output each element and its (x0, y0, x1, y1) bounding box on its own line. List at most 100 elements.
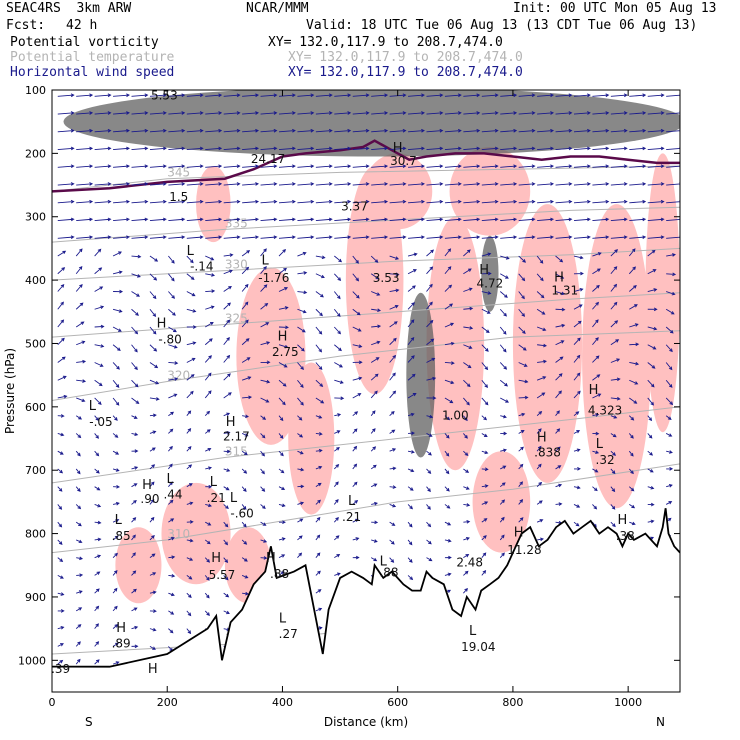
wind-arrow (241, 376, 252, 381)
wind-arrow (205, 235, 223, 240)
wind-arrow (370, 464, 377, 470)
terrain-line (52, 508, 680, 668)
wind-arrow (223, 392, 232, 399)
pv-positive-region (472, 451, 531, 553)
wind-arrow (112, 587, 118, 594)
wind-arrow (499, 308, 507, 317)
wind-arrow (629, 361, 640, 366)
wind-arrow (629, 199, 647, 204)
wind-arrow (628, 248, 636, 257)
wind-arrow (334, 255, 343, 263)
wind-arrow (334, 362, 343, 368)
wind-arrow (573, 128, 591, 133)
wind-arrow (555, 465, 562, 470)
pv-positive-region (236, 267, 306, 445)
wind-arrow (555, 307, 566, 312)
wind-arrow (555, 428, 561, 434)
wind-arrow (444, 248, 452, 257)
wind-arrow (278, 554, 286, 559)
wind-arrow (463, 93, 481, 98)
wind-arrow (315, 308, 323, 317)
wind-arrow (242, 199, 260, 204)
wind-arrow (333, 308, 341, 317)
wind-arrow (241, 250, 251, 257)
wind-arrow (629, 235, 647, 240)
y-tick-label: 900 (25, 591, 46, 604)
wind-arrow (370, 410, 376, 416)
wind-arrow (149, 430, 157, 434)
wind-arrow (168, 128, 186, 133)
wind-arrow (389, 288, 400, 293)
wind-arrow (389, 255, 400, 260)
wind-arrow (444, 164, 462, 169)
wind-arrow (260, 182, 278, 186)
wind-arrow (592, 128, 610, 133)
wind-arrow (352, 518, 359, 523)
extremum-marker: L (279, 611, 287, 626)
wind-arrow (204, 610, 210, 616)
wind-arrow (407, 355, 415, 363)
wind-arrow (389, 304, 399, 310)
wind-arrow (57, 450, 64, 455)
wind-arrow (168, 217, 186, 222)
wind-arrow (223, 592, 230, 598)
field-name-wind: Horizontal wind speed (10, 65, 175, 80)
wind-arrow (537, 343, 547, 348)
wind-arrow (297, 379, 304, 389)
wind-arrow (76, 340, 86, 346)
wind-arrow (76, 539, 83, 544)
wind-arrow (297, 128, 315, 133)
extremum-marker: H (554, 270, 564, 285)
wind-arrow (297, 397, 304, 406)
extremum-value: 1.00 (442, 409, 469, 423)
wind-arrow (592, 284, 600, 292)
wind-arrow (370, 373, 379, 381)
wind-arrow (76, 217, 94, 222)
wind-arrow (629, 285, 637, 292)
wind-arrow (75, 504, 82, 510)
wind-arrow (223, 235, 241, 240)
wind-arrow (168, 518, 175, 523)
wind-arrow (205, 217, 223, 222)
wind-arrow (223, 128, 241, 133)
wind-arrow (592, 355, 600, 363)
wind-arrow (352, 164, 370, 169)
model-title: SEAC4RS 3km ARW (6, 1, 132, 16)
wind-arrow (628, 433, 634, 439)
wind-arrow (260, 93, 278, 98)
wind-arrow (592, 504, 598, 510)
wind-arrow (352, 308, 361, 316)
wind-arrow (444, 182, 462, 186)
wind-arrow (407, 285, 416, 292)
wind-arrow (131, 517, 137, 523)
wind-arrow (278, 182, 296, 186)
wind-arrow (371, 182, 389, 186)
wind-arrow (315, 326, 323, 335)
wind-arrow (241, 539, 248, 545)
wind-arrow (647, 146, 665, 151)
wind-arrow (610, 433, 617, 438)
wind-arrow (537, 359, 547, 364)
extremum-marker: H (537, 431, 547, 446)
wind-arrow (426, 266, 434, 275)
wind-arrow (407, 392, 417, 399)
wind-arrow (592, 374, 601, 381)
wind-arrow (278, 306, 289, 310)
wind-arrow (204, 575, 210, 581)
wind-arrow (481, 199, 499, 204)
wind-arrow (57, 539, 63, 545)
wind-arrow (315, 344, 323, 353)
wind-arrow (241, 266, 250, 275)
wind-arrow (499, 552, 505, 558)
extremum-value: -.80 (158, 332, 181, 346)
wind-arrow (242, 93, 260, 98)
wind-arrow (260, 433, 266, 439)
extremum-value: 5.57 (209, 568, 236, 582)
wind-arrow (536, 463, 542, 470)
wind-arrow (463, 268, 472, 275)
wind-arrow (315, 607, 323, 612)
wind-arrow (75, 468, 81, 475)
wind-arrow (131, 449, 139, 453)
wind-arrow (223, 285, 232, 292)
wind-arrow (260, 217, 278, 222)
